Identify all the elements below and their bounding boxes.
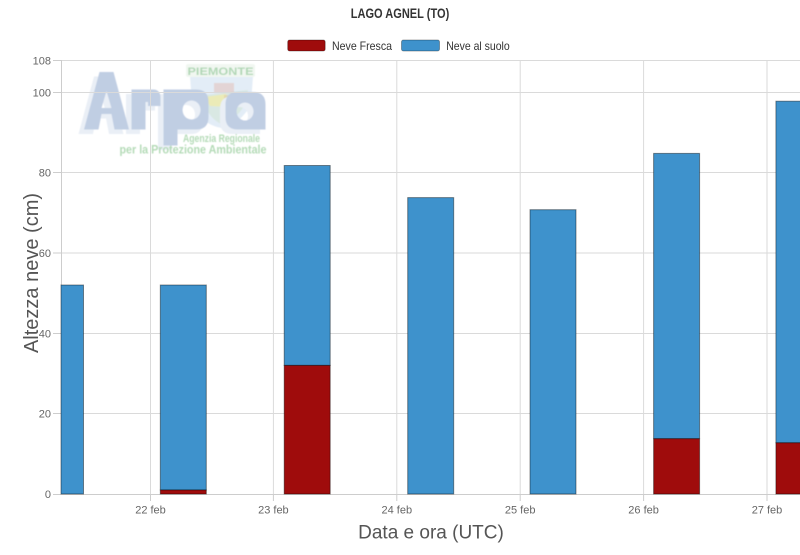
svg-text:25 feb: 25 feb: [505, 505, 536, 517]
svg-text:24 feb: 24 feb: [382, 505, 413, 517]
svg-text:100: 100: [33, 88, 51, 100]
svg-text:Neve Fresca: Neve Fresca: [332, 39, 392, 53]
svg-text:PIEMONTE: PIEMONTE: [188, 66, 254, 78]
svg-text:0: 0: [45, 489, 51, 501]
svg-text:27 feb: 27 feb: [752, 505, 783, 517]
svg-text:LAGO AGNEL (TO): LAGO AGNEL (TO): [351, 6, 450, 21]
svg-text:26 feb: 26 feb: [628, 505, 659, 517]
svg-text:23 feb: 23 feb: [258, 505, 289, 517]
svg-text:20: 20: [39, 409, 51, 421]
svg-text:Neve al suolo: Neve al suolo: [446, 39, 510, 53]
svg-text:per la Protezione Ambientale: per la Protezione Ambientale: [120, 145, 267, 157]
svg-text:60: 60: [39, 248, 51, 260]
svg-text:Data e ora (UTC): Data e ora (UTC): [358, 523, 504, 544]
svg-text:108: 108: [33, 56, 51, 68]
svg-text:22 feb: 22 feb: [135, 505, 166, 517]
svg-text:Altezza neve (cm): Altezza neve (cm): [21, 193, 43, 353]
svg-text:80: 80: [39, 168, 51, 180]
svg-text:40: 40: [39, 329, 51, 341]
svg-text:Agenzia Regionale: Agenzia Regionale: [183, 133, 260, 145]
